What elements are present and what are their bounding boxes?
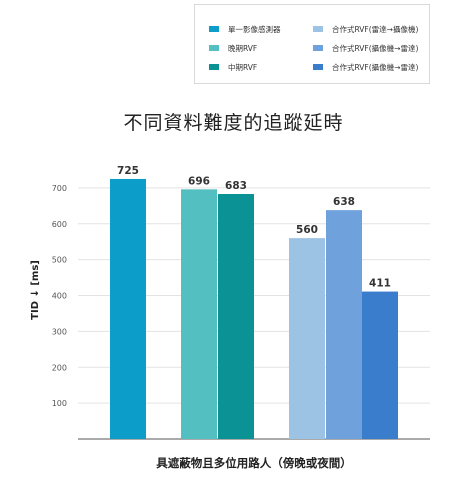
bar	[181, 189, 217, 439]
bar	[326, 210, 362, 439]
chart-title: 不同資料難度的追蹤延時	[123, 112, 344, 134]
legend-label: 合作式RVF(攝像機→雷達)	[332, 62, 419, 72]
y-tick-label: 500	[52, 256, 67, 265]
legend-swatch	[209, 26, 219, 32]
y-tick-label: 600	[52, 220, 67, 229]
legend-swatch	[313, 64, 323, 70]
legend-label: 晚期RVF	[228, 43, 258, 53]
value-label: 696	[188, 175, 210, 187]
value-label: 411	[369, 278, 391, 290]
y-tick-label: 700	[52, 184, 67, 193]
legend-swatch	[313, 26, 323, 32]
y-tick-label: 100	[52, 399, 67, 408]
legend-item: 單一影像感測器	[209, 23, 281, 35]
legend-item: 合作式RVF(攝像機→雷達)	[313, 42, 418, 54]
value-label: 638	[333, 196, 355, 208]
legend-swatch	[209, 45, 219, 51]
value-label: 560	[296, 224, 318, 236]
legend-item: 合作式RVF(雷達→攝像機)	[313, 23, 418, 35]
x-axis-label: 具遮蔽物且多位用路人（傍晚或夜間）	[156, 456, 352, 470]
bar	[362, 291, 398, 439]
y-tick-label: 200	[52, 363, 67, 372]
legend-item: 中期RVF	[209, 61, 257, 73]
value-label: 725	[117, 165, 139, 177]
legend-swatch	[313, 45, 323, 51]
legend-swatch	[209, 64, 219, 70]
y-axis-title: TID ↓ [ms]	[30, 260, 41, 320]
bar	[110, 178, 146, 439]
value-label: 683	[225, 180, 247, 192]
legend-item: 合作式RVF(攝像機→雷達)	[313, 61, 418, 73]
legend-label: 合作式RVF(雷達→攝像機)	[332, 24, 419, 34]
legend-label: 中期RVF	[228, 62, 258, 72]
legend-label: 單一影像感測器	[228, 24, 281, 34]
bar	[218, 194, 254, 439]
legend-label: 合作式RVF(攝像機→雷達)	[332, 43, 419, 53]
bar	[289, 238, 325, 439]
legend-item: 晚期RVF	[209, 42, 257, 54]
y-tick-label: 400	[52, 292, 67, 301]
y-tick-label: 300	[52, 327, 67, 336]
legend: 單一影像感測器 晚期RVF 中期RVF 合作式RVF(雷達→攝像機) 合作式RV…	[194, 4, 430, 84]
